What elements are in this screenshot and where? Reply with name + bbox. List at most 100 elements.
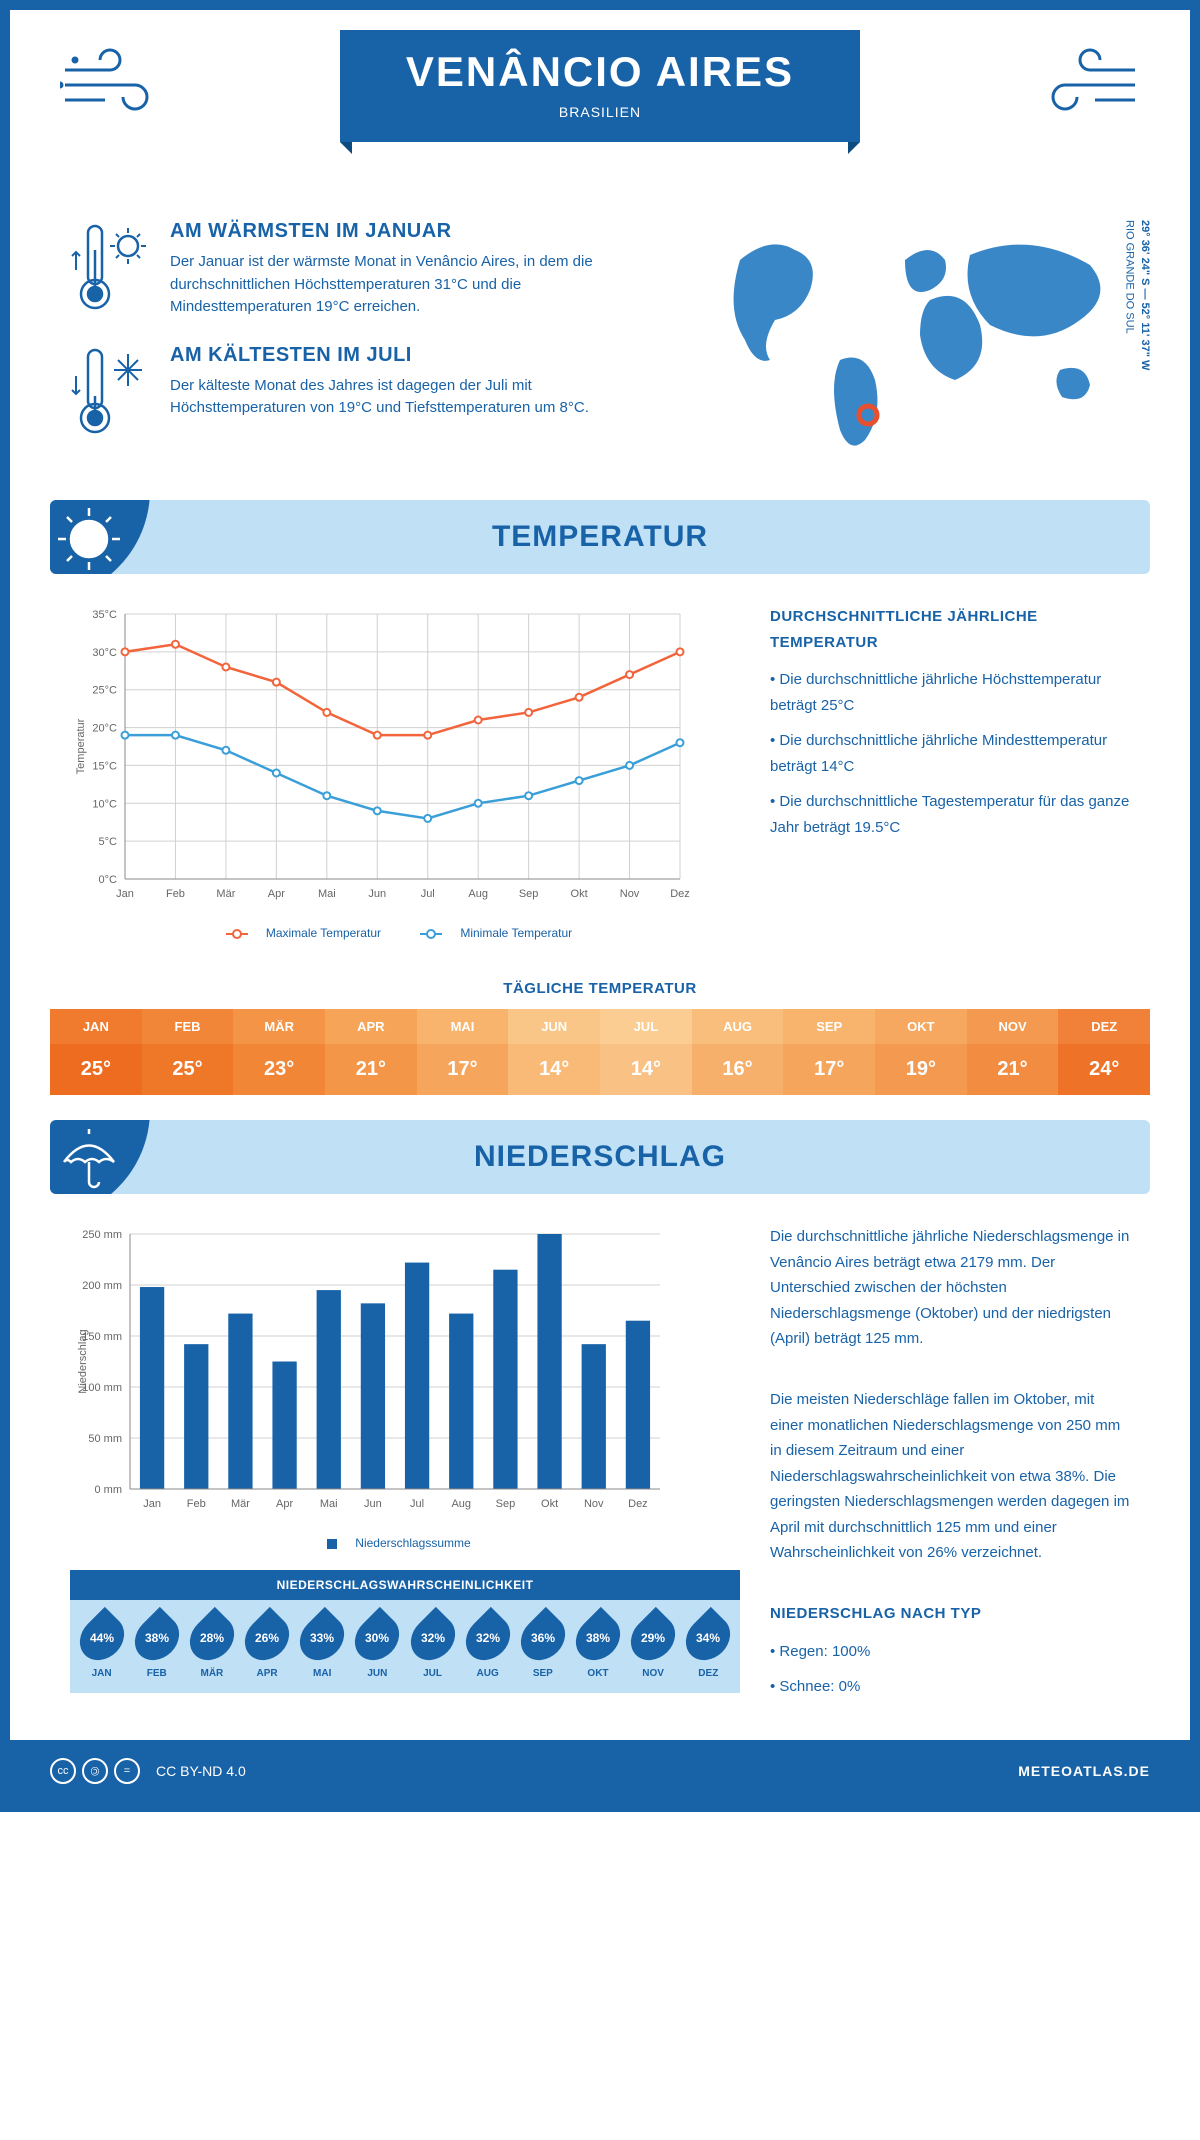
- prob-drop: 29%NOV: [630, 1614, 676, 1679]
- city-name: VENÂNCIO AIRES: [360, 48, 840, 96]
- umbrella-icon: [50, 1120, 150, 1194]
- svg-text:Mai: Mai: [318, 888, 336, 900]
- svg-text:Sep: Sep: [519, 888, 539, 900]
- daily-col: AUG16°: [692, 1009, 784, 1095]
- precip-bar-chart: 0 mm50 mm100 mm150 mm200 mm250 mmJanFebM…: [70, 1224, 670, 1524]
- svg-text:Feb: Feb: [187, 1498, 206, 1510]
- title-banner: VENÂNCIO AIRES BRASILIEN: [340, 30, 860, 142]
- svg-text:Nov: Nov: [620, 888, 640, 900]
- temp-bullet: • Die durchschnittliche jährliche Höchst…: [770, 667, 1130, 718]
- svg-text:Temperatur: Temperatur: [75, 718, 87, 774]
- svg-text:0°C: 0°C: [99, 874, 118, 886]
- precip-summary: Die durchschnittliche jährliche Niedersc…: [770, 1224, 1130, 1710]
- prob-drop: 30%JUN: [354, 1614, 400, 1679]
- daily-col: SEP17°: [783, 1009, 875, 1095]
- svg-text:Apr: Apr: [276, 1498, 293, 1510]
- daily-col: FEB25°: [142, 1009, 234, 1095]
- license-block: cc 🄯 = CC BY-ND 4.0: [50, 1758, 246, 1784]
- precip-text-2: Die meisten Niederschläge fallen im Okto…: [770, 1387, 1130, 1566]
- svg-text:Feb: Feb: [166, 888, 185, 900]
- thermometer-cold-icon: [70, 344, 150, 434]
- svg-text:Okt: Okt: [541, 1498, 558, 1510]
- precip-section-head: NIEDERSCHLAG: [50, 1120, 1150, 1194]
- temperature-summary: DURCHSCHNITTLICHE JÄHRLICHE TEMPERATUR •…: [770, 604, 1130, 940]
- header: VENÂNCIO AIRES BRASILIEN: [10, 10, 1190, 210]
- svg-text:Nov: Nov: [584, 1498, 604, 1510]
- temp-legend: Maximale Temperatur Minimale Temperatur: [70, 926, 740, 940]
- temp-bullet: • Die durchschnittliche jährliche Mindes…: [770, 728, 1130, 779]
- prob-drop: 34%DEZ: [685, 1614, 731, 1679]
- svg-text:15°C: 15°C: [92, 760, 117, 772]
- site-name: METEOATLAS.DE: [1018, 1763, 1150, 1779]
- svg-text:25°C: 25°C: [92, 685, 117, 697]
- daily-temp-title: TÄGLICHE TEMPERATUR: [10, 980, 1190, 997]
- svg-text:Jul: Jul: [421, 888, 435, 900]
- temperature-body: 0°C5°C10°C15°C20°C25°C30°C35°CJanFebMärA…: [10, 594, 1190, 960]
- prob-drop: 44%JAN: [79, 1614, 125, 1679]
- svg-text:Dez: Dez: [670, 888, 690, 900]
- cc-icon: cc: [50, 1758, 76, 1784]
- footer: cc 🄯 = CC BY-ND 4.0 METEOATLAS.DE: [10, 1740, 1190, 1802]
- prob-drop: 28%MÄR: [189, 1614, 235, 1679]
- wind-icon-left: [60, 40, 170, 120]
- svg-text:200 mm: 200 mm: [82, 1280, 122, 1292]
- warmest-text: Der Januar ist der wärmste Monat in Venâ…: [170, 251, 660, 319]
- temperature-title: TEMPERATUR: [80, 520, 1120, 554]
- svg-text:0 mm: 0 mm: [95, 1484, 123, 1496]
- svg-text:Jun: Jun: [368, 888, 386, 900]
- precip-prob-title: NIEDERSCHLAGSWAHRSCHEINLICHKEIT: [70, 1570, 740, 1600]
- temperature-line-chart: 0°C5°C10°C15°C20°C25°C30°C35°CJanFebMärA…: [70, 604, 690, 914]
- daily-temp-table: JAN25°FEB25°MÄR23°APR21°MAI17°JUN14°JUL1…: [50, 1009, 1150, 1095]
- precip-probability: NIEDERSCHLAGSWAHRSCHEINLICHKEIT 44%JAN38…: [70, 1570, 740, 1693]
- precip-body: 0 mm50 mm100 mm150 mm200 mm250 mmJanFebM…: [10, 1214, 1190, 1740]
- precip-legend: Niederschlagssumme: [70, 1536, 740, 1550]
- precip-title: NIEDERSCHLAG: [80, 1140, 1120, 1174]
- precip-type-title: NIEDERSCHLAG NACH TYP: [770, 1601, 1130, 1627]
- svg-text:20°C: 20°C: [92, 723, 117, 735]
- svg-text:10°C: 10°C: [92, 798, 117, 810]
- svg-text:Mär: Mär: [231, 1498, 250, 1510]
- daily-col: NOV21°: [967, 1009, 1059, 1095]
- temp-summary-title: DURCHSCHNITTLICHE JÄHRLICHE TEMPERATUR: [770, 604, 1130, 655]
- daily-col: MAI17°: [417, 1009, 509, 1095]
- prob-drop: 32%AUG: [465, 1614, 511, 1679]
- coldest-text: Der kälteste Monat des Jahres ist dagege…: [170, 375, 660, 420]
- temp-bullet: • Die durchschnittliche Tagestemperatur …: [770, 789, 1130, 840]
- sun-icon: [50, 500, 150, 574]
- intro-row: AM WÄRMSTEN IM JANUAR Der Januar ist der…: [10, 210, 1190, 490]
- warmest-block: AM WÄRMSTEN IM JANUAR Der Januar ist der…: [70, 220, 660, 319]
- by-icon: 🄯: [82, 1758, 108, 1784]
- svg-text:5°C: 5°C: [99, 836, 118, 848]
- world-map: 29° 36' 24" S — 52° 11' 37" WRIO GRANDE …: [700, 220, 1130, 460]
- svg-text:35°C: 35°C: [92, 609, 117, 621]
- svg-text:Okt: Okt: [571, 888, 588, 900]
- temperature-section-head: TEMPERATUR: [50, 500, 1150, 574]
- precip-type-line: • Regen: 100%: [770, 1639, 1130, 1665]
- svg-text:30°C: 30°C: [92, 647, 117, 659]
- precip-text-1: Die durchschnittliche jährliche Niedersc…: [770, 1224, 1130, 1352]
- svg-text:Jun: Jun: [364, 1498, 382, 1510]
- svg-text:250 mm: 250 mm: [82, 1229, 122, 1241]
- svg-text:50 mm: 50 mm: [88, 1433, 122, 1445]
- svg-text:Sep: Sep: [496, 1498, 516, 1510]
- svg-text:Jan: Jan: [143, 1498, 161, 1510]
- coordinates: 29° 36' 24" S — 52° 11' 37" WRIO GRANDE …: [1121, 220, 1152, 370]
- nd-icon: =: [114, 1758, 140, 1784]
- svg-text:Aug: Aug: [451, 1498, 471, 1510]
- svg-text:Jan: Jan: [116, 888, 134, 900]
- country-name: BRASILIEN: [360, 104, 840, 120]
- page-frame: VENÂNCIO AIRES BRASILIEN AM WÄRMSTEN IM …: [0, 0, 1200, 1812]
- svg-text:Mär: Mär: [216, 888, 235, 900]
- coldest-title: AM KÄLTESTEN IM JULI: [170, 344, 660, 367]
- daily-col: DEZ24°: [1058, 1009, 1150, 1095]
- prob-drop: 36%SEP: [520, 1614, 566, 1679]
- svg-text:Dez: Dez: [628, 1498, 648, 1510]
- prob-drop: 32%JUL: [410, 1614, 456, 1679]
- wind-icon-right: [1030, 40, 1140, 120]
- warmest-title: AM WÄRMSTEN IM JANUAR: [170, 220, 660, 243]
- prob-drop: 33%MAI: [299, 1614, 345, 1679]
- prob-drop: 38%FEB: [134, 1614, 180, 1679]
- daily-col: MÄR23°: [233, 1009, 325, 1095]
- svg-text:Niederschlag: Niederschlag: [77, 1329, 89, 1393]
- prob-drop: 26%APR: [244, 1614, 290, 1679]
